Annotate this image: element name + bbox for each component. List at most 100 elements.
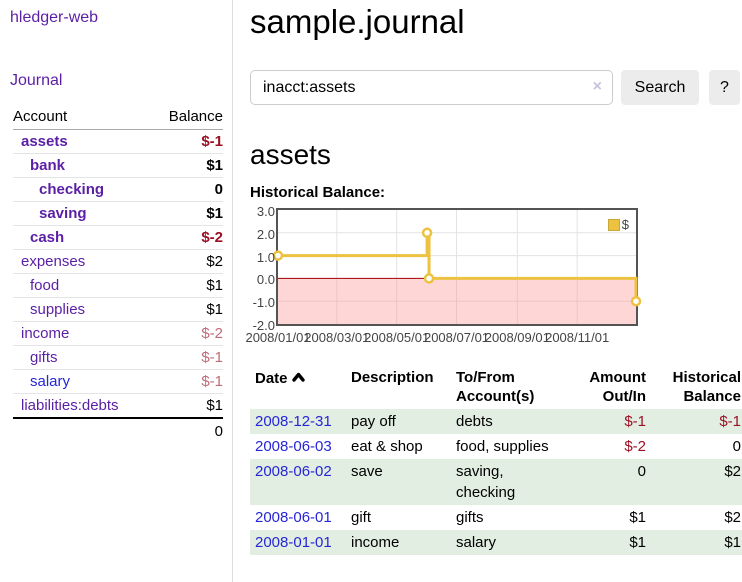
transaction-description: eat & shop: [351, 438, 423, 455]
accounts-table: Account Balance assets $-1 bank $1 checking 0…: [13, 105, 223, 444]
chart-legend: $: [607, 217, 629, 232]
page-title: sample.journal: [250, 3, 465, 40]
transaction-row: 2008-06-01 gift gifts $1 $2: [250, 505, 742, 530]
transaction-date-cell: 2008-01-01: [250, 530, 346, 555]
transaction-description: pay off: [351, 413, 396, 430]
register-table: Date Description To/From Account(s) Amou…: [250, 366, 742, 555]
account-link-gifts[interactable]: gifts: [30, 349, 58, 366]
account-balance: $2: [151, 249, 223, 274]
register-header-amount: Amount Out/In: [589, 369, 646, 405]
transaction-description: income: [351, 534, 400, 551]
account-row: supplies $1: [13, 297, 223, 322]
account-balance: $-1: [151, 369, 223, 394]
account-balance: $1: [151, 201, 223, 226]
sort-ascending-chevron-up-icon: [291, 368, 305, 387]
transaction-accounts: debts: [456, 413, 493, 430]
transaction-amount: $-1: [624, 413, 646, 430]
transaction-amount: 0: [637, 463, 646, 480]
transaction-date-link[interactable]: 2008-12-31: [255, 413, 332, 430]
account-link-food[interactable]: food: [30, 277, 60, 294]
account-row: gifts $-1: [13, 345, 223, 370]
account-cell: supplies: [13, 297, 152, 322]
account-cell: saving: [13, 201, 152, 226]
account-cell: expenses: [13, 249, 152, 274]
account-link-salary[interactable]: salary: [30, 373, 71, 390]
transaction-date-link[interactable]: 2008-06-03: [255, 438, 332, 455]
account-link-bank[interactable]: bank: [30, 157, 66, 174]
accounts-header-balance: Balance: [151, 105, 223, 130]
transaction-date-cell: 2008-06-02: [250, 459, 346, 505]
transaction-description: gift: [351, 509, 372, 526]
accounts-header-row: Account Balance: [13, 105, 223, 130]
account-link-assets[interactable]: assets: [21, 133, 68, 150]
register-header-date[interactable]: Date: [250, 366, 346, 409]
x-axis-tick: 2008/03/01: [304, 330, 370, 345]
account-link-income[interactable]: income: [21, 325, 70, 342]
account-link-supplies[interactable]: supplies: [30, 301, 86, 318]
accounts-total-spacer: [13, 417, 152, 444]
account-cell: cash: [13, 225, 152, 250]
transaction-description: save: [351, 463, 383, 480]
search-box: ×: [250, 70, 613, 105]
transaction-date-link[interactable]: 2008-06-02: [255, 463, 332, 480]
main-content: sample.journal × Search ? assets Histori…: [233, 0, 742, 582]
transaction-row: 2008-12-31 pay off debts $-1 $-1: [250, 409, 742, 434]
transaction-amount: $1: [629, 509, 646, 526]
transaction-date-link[interactable]: 2008-01-01: [255, 534, 332, 551]
y-axis-tick: 3.0: [256, 204, 275, 219]
transaction-date-link[interactable]: 2008-06-01: [255, 509, 332, 526]
clear-search-icon[interactable]: ×: [592, 78, 602, 95]
y-axis-tick: 1.0: [256, 249, 275, 265]
account-link-cash[interactable]: cash: [30, 229, 65, 246]
account-cell: gifts: [13, 345, 152, 370]
sidebar-item-journal[interactable]: Journal: [10, 72, 63, 89]
help-button[interactable]: ?: [709, 70, 740, 105]
y-axis-tick: -2.0: [252, 318, 275, 333]
account-cell: liabilities:debts: [13, 393, 152, 419]
x-axis-tick: 2008/09/01: [484, 330, 550, 345]
register-header-row: Date Description To/From Account(s) Amou…: [250, 366, 742, 409]
register-header-balance: Historical Balance: [672, 369, 741, 405]
account-row: food $1: [13, 273, 223, 298]
account-cell: assets: [13, 129, 152, 154]
accounts-total-row: 0: [13, 417, 223, 444]
transaction-accounts: salary: [456, 534, 497, 551]
chart-series-svg: [272, 210, 642, 324]
account-link-expenses[interactable]: expenses: [21, 253, 86, 270]
accounts-total-value: 0: [151, 417, 223, 444]
transaction-accounts: gifts: [456, 509, 484, 526]
account-row: liabilities:debts $1: [13, 393, 223, 419]
transaction-date-cell: 2008-12-31: [250, 409, 346, 434]
app-title-link[interactable]: hledger-web: [10, 9, 99, 26]
account-link-saving[interactable]: saving: [39, 205, 87, 222]
search-form: × Search ?: [250, 70, 742, 105]
transaction-amount: $-2: [624, 438, 646, 455]
x-axis-tick: 2008/01/01: [245, 330, 311, 345]
search-button[interactable]: Search: [621, 70, 699, 105]
account-balance: $1: [151, 153, 223, 178]
account-balance: $-2: [151, 225, 223, 250]
account-balance: $-2: [151, 321, 223, 346]
chart-plot-area: 3.0 2.0 1.0 0.0 -1.0 -2.0 $: [253, 204, 642, 333]
account-cell: salary: [13, 369, 152, 394]
transaction-row: 2008-01-01 income salary $1 $1: [250, 530, 742, 555]
account-row: income $-2: [13, 321, 223, 346]
transaction-balance: $-1: [719, 413, 741, 430]
register-header-description: Description: [351, 369, 434, 386]
transaction-balance: $2: [724, 509, 741, 526]
account-link-liabilities-debts[interactable]: liabilities:debts: [21, 397, 119, 414]
account-balance: $-1: [151, 345, 223, 370]
y-axis-tick: 2.0: [256, 226, 275, 242]
transaction-balance: $2: [724, 463, 741, 480]
register-header-accounts: To/From Account(s): [456, 369, 535, 405]
transaction-amount: $1: [629, 534, 646, 551]
account-row: assets $-1: [13, 129, 223, 154]
x-axis-tick: 2008/05/01: [364, 330, 430, 345]
account-link-checking[interactable]: checking: [39, 181, 105, 198]
search-input[interactable]: [250, 70, 613, 105]
date-header-label: Date: [255, 370, 288, 387]
x-axis-tick: 2008/11/01: [545, 330, 610, 345]
account-row: bank $1: [13, 153, 223, 178]
transaction-accounts: saving, checking: [456, 463, 516, 501]
